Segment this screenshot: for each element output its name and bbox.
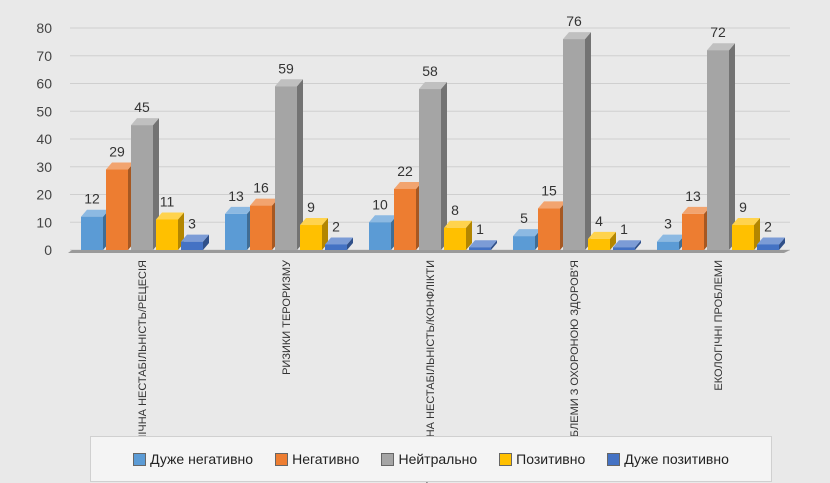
bar	[419, 82, 447, 250]
data-label: 11	[160, 193, 175, 209]
bar	[106, 162, 134, 250]
data-label: 10	[372, 196, 388, 212]
x-axis-categories: ЕКОНОМІЧНА НЕСТАБІЛЬНІСТЬ/РЕЦЕСІЯ РИЗИКИ …	[137, 259, 725, 483]
bar	[275, 79, 303, 251]
bar	[250, 198, 278, 250]
data-label: 2	[332, 218, 340, 234]
bar	[563, 32, 591, 250]
data-label: 13	[228, 188, 244, 204]
bar	[707, 43, 735, 251]
bar	[513, 229, 541, 250]
data-label: 1	[620, 221, 628, 237]
bar	[538, 201, 566, 250]
bars	[81, 32, 785, 251]
floor	[68, 250, 790, 253]
category-label: ПРОБЛЕМИ З ОХОРОНОЮ ЗДОРОВ'Я	[569, 260, 581, 461]
legend-item: Дуже негативно	[133, 451, 253, 467]
data-label: 76	[566, 13, 582, 29]
data-label: 29	[109, 144, 125, 160]
y-tick-label: 80	[36, 20, 52, 36]
legend-item: Негативно	[275, 451, 359, 467]
bar	[682, 206, 710, 250]
legend-swatch	[607, 452, 621, 466]
category-label: РИЗИКИ ТЕРОРИЗМУ	[281, 259, 293, 375]
data-label: 8	[451, 202, 459, 218]
data-label: 3	[664, 216, 672, 232]
data-label: 13	[685, 188, 701, 204]
data-label: 3	[188, 216, 196, 232]
y-tick-label: 70	[36, 48, 52, 64]
y-axis-ticks: 0 10 20 30 40 50 60 70 80	[36, 20, 52, 258]
category-label: ЕКОНОМІЧНА НЕСТАБІЛЬНІСТЬ/РЕЦЕСІЯ	[137, 260, 149, 483]
bar	[225, 206, 253, 250]
bar	[156, 212, 184, 250]
data-label: 72	[710, 24, 726, 40]
legend-swatch	[275, 452, 289, 466]
data-label: 15	[541, 182, 557, 198]
data-label: 59	[278, 60, 294, 76]
y-tick-label: 20	[36, 187, 52, 203]
y-tick-label: 30	[36, 159, 52, 175]
data-label: 22	[397, 163, 413, 179]
legend-swatch	[499, 452, 513, 466]
data-label: 9	[307, 199, 315, 215]
y-tick-label: 40	[36, 131, 52, 147]
bar	[81, 209, 109, 250]
bar	[181, 234, 209, 250]
category-label: ЕКОЛОГІЧНІ ПРОБЛЕМИ	[713, 260, 725, 391]
legend-label: Позитивно	[516, 451, 586, 467]
bar	[732, 218, 760, 250]
legend-item: Нейтрально	[381, 451, 477, 467]
bar	[444, 220, 472, 250]
data-label: 16	[253, 180, 269, 196]
legend-swatch	[381, 452, 395, 466]
data-label: 5	[520, 210, 528, 226]
bar	[369, 215, 397, 250]
data-label: 2	[764, 218, 772, 234]
chart-floor	[68, 250, 790, 253]
legend-item: Позитивно	[499, 451, 585, 467]
bar	[325, 237, 353, 250]
y-tick-label: 50	[36, 103, 52, 119]
bar	[394, 181, 422, 250]
y-tick-label: 60	[36, 76, 52, 92]
bar	[757, 237, 785, 250]
data-label: 1	[476, 221, 484, 237]
bar	[131, 118, 159, 250]
bar	[613, 240, 641, 250]
legend-label: Дуже негативно	[150, 451, 254, 467]
bar	[588, 231, 616, 250]
data-label: 45	[134, 99, 150, 115]
data-label: 9	[739, 199, 747, 215]
data-label: 58	[422, 63, 438, 79]
y-tick-label: 0	[44, 242, 52, 258]
legend: Дуже негативно Негативно Нейтрально Позитив…	[90, 436, 772, 482]
legend-swatch	[133, 452, 147, 466]
legend-label: Негативно	[292, 451, 360, 467]
data-label: 4	[595, 213, 603, 229]
legend-label: Дуже позитивно	[624, 451, 729, 467]
legend-label: Нейтрально	[398, 451, 478, 467]
data-label: 12	[84, 191, 100, 207]
bar	[469, 240, 497, 250]
y-tick-label: 10	[36, 214, 52, 230]
category-label: ПОЛІТИЧНА НЕСТАБІЛЬНІСТЬ/КОНФЛІКТИ	[425, 260, 437, 483]
bar	[657, 234, 685, 250]
legend-item: Дуже позитивно	[607, 451, 729, 467]
bar	[300, 218, 328, 250]
